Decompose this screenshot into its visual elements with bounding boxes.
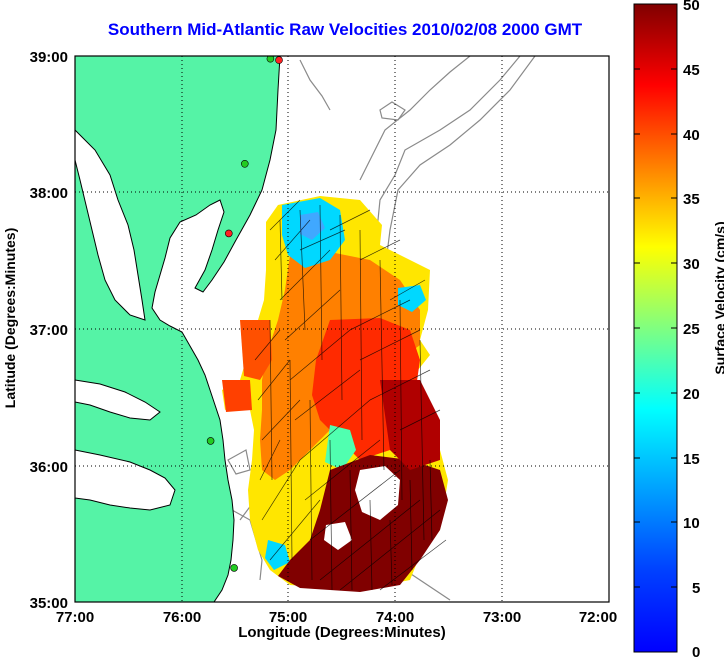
colorbar-tick-label: 40 <box>683 127 700 144</box>
colorbar-tick-label: 50 <box>683 0 700 14</box>
station-marker <box>241 160 249 168</box>
colorbar-tick-label: 10 <box>683 515 700 532</box>
x-tick-label: 75:00 <box>269 609 307 626</box>
colorbar-tick-label: 25 <box>683 321 700 338</box>
y-tick-label: 37:00 <box>30 322 68 339</box>
x-tick-label: 76:00 <box>163 609 201 626</box>
colorbar-tick-label: 30 <box>683 256 700 273</box>
y-tick-label: 36:00 <box>30 459 68 476</box>
colorbar-tick-label: 35 <box>683 191 700 208</box>
y-tick-labels: 39:00 38:00 37:00 36:00 35:00 <box>30 49 68 612</box>
plot-frame <box>74 55 610 603</box>
station-marker <box>275 56 283 64</box>
x-tick-label: 72:00 <box>579 609 617 626</box>
station-marker <box>225 229 233 238</box>
x-tick-label: 77:00 <box>56 609 94 626</box>
y-tick-label: 39:00 <box>30 49 68 66</box>
y-tick-label: 35:00 <box>30 595 68 612</box>
station-markers <box>206 56 283 572</box>
grid-lines <box>75 56 609 602</box>
x-tick-label: 74:00 <box>376 609 414 626</box>
station-marker <box>206 437 215 445</box>
colorbar: 50 45 40 35 30 25 20 15 10 5 0 <box>633 0 700 659</box>
x-tick-label: 73:00 <box>483 609 521 626</box>
y-tick-label: 38:00 <box>30 185 68 202</box>
station-marker <box>266 56 275 63</box>
colorbar-tick-label: 5 <box>692 580 700 597</box>
station-marker <box>230 564 238 572</box>
colorbar-tick-label: 15 <box>683 451 700 468</box>
colorbar-tick-label: 0 <box>692 644 700 659</box>
colorbar-tick-label: 20 <box>683 386 700 403</box>
y-axis-label: Latitude (Degrees:Minutes) <box>2 227 18 409</box>
velocity-field <box>222 196 448 592</box>
chart-title: Southern Mid-Atlantic Raw Velocities 201… <box>107 20 583 39</box>
colorbar-label: Surface Velocity (cm/s) <box>712 221 724 375</box>
colorbar-tick-label: 45 <box>683 62 700 79</box>
land-masses <box>75 56 281 602</box>
x-axis-label: Longitude (Degrees:Minutes) <box>238 624 446 641</box>
colorbar-gradient <box>633 3 678 653</box>
x-tick-labels: 77:00 76:00 75:00 74:00 73:00 72:00 <box>56 609 617 626</box>
